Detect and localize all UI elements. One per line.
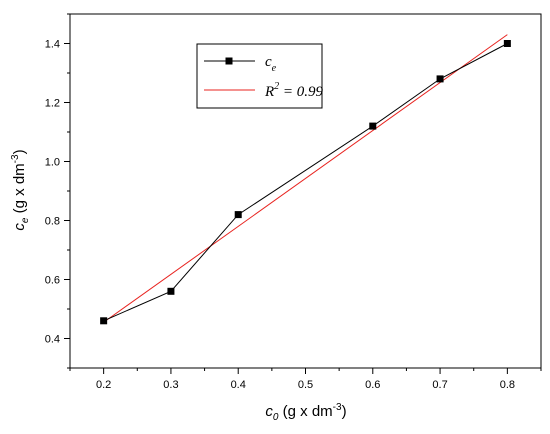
y-title-exp: -3 [10, 154, 21, 163]
series-layer [100, 34, 511, 325]
y-title-unit: (g x dm [11, 163, 28, 217]
x-tick-label: 0.5 [298, 379, 313, 391]
y-tick-label: 1.4 [45, 39, 60, 51]
y-tick-label: 1.2 [45, 98, 60, 110]
y-tick-label: 0.4 [45, 334, 60, 346]
data-point [503, 40, 511, 47]
x-tick-label: 0.2 [96, 379, 111, 391]
legend: ce R2 = 0.99 [196, 43, 324, 109]
y-axis-title: ce (g x dm-3) [10, 149, 31, 230]
y-title-close: ) [11, 149, 28, 154]
legend-ce-sub: e [272, 63, 277, 74]
legend-fit-main: R [264, 84, 274, 100]
x-tick-label: 0.7 [432, 379, 447, 391]
x-title-main: c [265, 403, 273, 420]
data-point [369, 122, 377, 130]
legend-ce-main: c [265, 54, 272, 70]
legend-label-fit: R2 = 0.99 [264, 81, 324, 100]
series-line-fit [103, 34, 508, 323]
data-point [234, 211, 242, 219]
y-axis-ticks: 0.4 0.6 0.8 1.0 1.2 1.4 [45, 13, 70, 369]
x-title-exp: -3 [333, 402, 342, 413]
x-title-unit: (g x dm [278, 403, 332, 420]
y-tick-label: 1.0 [45, 157, 60, 169]
legend-fit-rest: = 0.99 [279, 84, 323, 100]
x-title-sub: 0 [273, 412, 279, 423]
x-tick-label: 0.4 [231, 379, 246, 391]
legend-box [196, 43, 323, 109]
data-point [100, 317, 108, 325]
x-tick-label: 0.8 [500, 379, 515, 391]
y-title-sub: e [20, 217, 31, 223]
x-tick-label: 0.6 [365, 379, 380, 391]
data-point [436, 75, 444, 83]
legend-label-ce: ce [265, 54, 277, 74]
y-tick-label: 0.6 [45, 275, 60, 287]
x-axis-ticks: 0.2 0.3 0.4 0.5 0.6 0.7 0.8 [69, 368, 542, 391]
x-tick-label: 0.3 [163, 379, 178, 391]
data-point [167, 287, 175, 295]
legend-marker-ce [225, 57, 233, 65]
y-tick-label: 0.8 [45, 216, 60, 228]
series-line-c_e [103, 43, 508, 322]
x-axis-title: c0 (g x dm-3) [265, 402, 346, 423]
y-title-main: c [11, 223, 28, 231]
x-title-close: ) [342, 403, 347, 420]
legend-fit-sup: 2 [274, 81, 279, 92]
